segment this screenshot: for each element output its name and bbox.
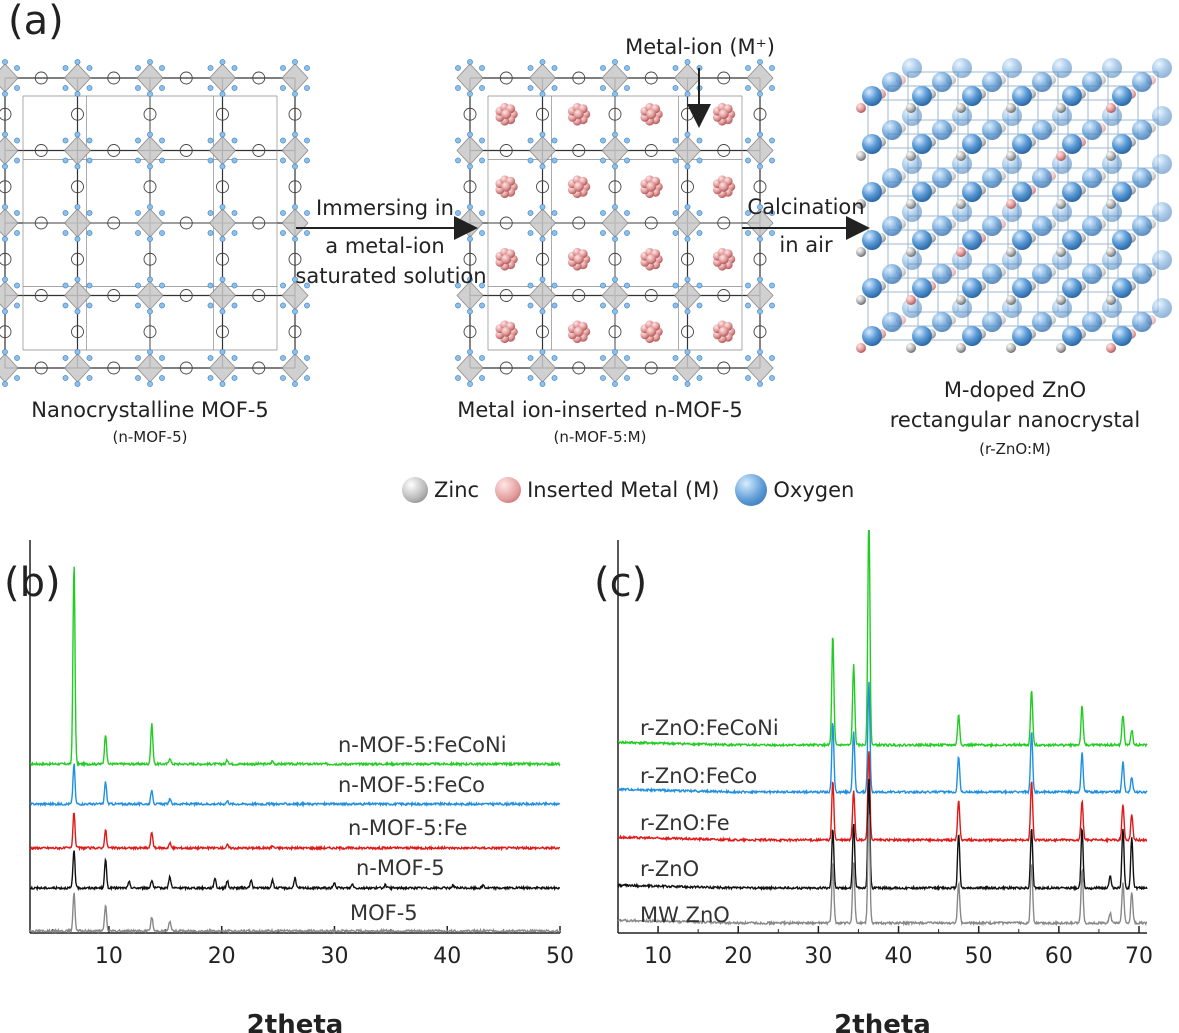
x-axis-label: 2theta — [834, 1010, 931, 1033]
series-line-r-ZnO:Fe — [617, 751, 1148, 844]
series-line-MOF-5 — [29, 892, 561, 935]
x-tick-label: 10 — [95, 944, 123, 969]
legend-zinc: Zinc — [402, 477, 479, 503]
arrow2-label-line1: Calcination — [747, 195, 865, 219]
legend-zinc-label: Zinc — [434, 478, 480, 502]
legend-metal-label: Inserted Metal (M) — [527, 478, 720, 502]
x-tick-label: 20 — [208, 944, 236, 969]
x-tick-label: 40 — [433, 944, 461, 969]
series-label: n-MOF-5 — [356, 856, 445, 880]
series-line-MW ZnO — [617, 814, 1148, 927]
legend-oxygen: Oxygen — [735, 474, 854, 506]
structure-legend: Zinc Inserted Metal (M) Oxygen — [402, 474, 854, 506]
arrow1-label-line3: saturated solution — [295, 264, 487, 288]
x-tick-label: 30 — [320, 944, 348, 969]
x-tick-label: 60 — [1045, 944, 1073, 969]
arrow1-label-line2: a metal-ion — [325, 234, 445, 258]
series-label: r-ZnO:Fe — [640, 811, 730, 835]
arrow2-label-line2: in air — [779, 233, 833, 257]
x-tick-label: 50 — [965, 944, 993, 969]
chart-b: 10 20 30 40 50 2theta n-MOF-5:FeCoNi n-MOF-5:Fe… — [29, 540, 574, 1033]
caption-zno-line1: M-doped ZnO — [943, 378, 1087, 402]
x-tick-label: 70 — [1125, 944, 1153, 969]
series-line-n-MOF-5:Fe — [29, 812, 561, 852]
panel-b-letter: (b) — [4, 560, 61, 606]
series-line-r-ZnO:FeCo — [617, 681, 1148, 796]
sub-zno: (r-ZnO:M) — [979, 440, 1051, 458]
caption-zno-line2: rectangular nanocrystal — [889, 408, 1141, 432]
series-label: r-ZnO:FeCo — [640, 764, 757, 788]
x-tick-label: 50 — [546, 944, 574, 969]
zno-lattice-structure — [856, 58, 1172, 353]
series-label: n-MOF-5:FeCo — [338, 773, 485, 797]
n-mof-5-m-structure — [455, 59, 775, 387]
panel-c-letter: (c) — [594, 560, 648, 606]
sub-n-mof-5-m: (n-MOF-5:M) — [553, 428, 647, 446]
x-tick-label: 10 — [644, 944, 672, 969]
series-line-n-MOF-5 — [29, 850, 561, 892]
x-tick-label: 40 — [885, 944, 913, 969]
sub-n-mof-5: (n-MOF-5) — [112, 428, 188, 446]
series-label: MW ZnO — [640, 903, 730, 927]
legend-inserted-metal: Inserted Metal (M) — [495, 477, 719, 503]
series-label: n-MOF-5:Fe — [348, 816, 467, 840]
metal-ion-label: Metal-ion (M⁺) — [625, 35, 775, 59]
caption-n-mof-5: Nanocrystalline MOF-5 — [31, 398, 269, 422]
legend-oxygen-label: Oxygen — [773, 478, 855, 502]
panel-a-letter: (a) — [8, 0, 64, 44]
series-label: MOF-5 — [350, 901, 418, 925]
x-tick-label: 30 — [804, 944, 832, 969]
series-line-r-ZnO — [617, 778, 1148, 892]
zinc-ball-icon — [402, 477, 428, 503]
series-line-n-MOF-5:FeCoNi — [29, 566, 561, 768]
series-label: r-ZnO:FeCoNi — [640, 716, 779, 740]
x-axis-label: 2theta — [247, 1010, 344, 1033]
panel-a-illustration — [0, 58, 1172, 387]
series-line-n-MOF-5:FeCo — [29, 763, 561, 808]
series-label: n-MOF-5:FeCoNi — [338, 733, 507, 757]
x-tick-label: 20 — [724, 944, 752, 969]
n-mof-5-structure — [0, 59, 310, 387]
oxygen-ball-icon — [735, 474, 768, 506]
chart-c: 10 20 30 40 50 60 70 2theta r-ZnO:FeCoNi r-ZnO:Fe… — [617, 530, 1153, 1033]
caption-n-mof-5-m: Metal ion-inserted n-MOF-5 — [457, 398, 743, 422]
series-line-r-ZnO:FeCoNi — [617, 530, 1148, 749]
metal-ball-icon — [495, 477, 522, 503]
series-label: r-ZnO — [640, 857, 699, 881]
arrow1-label-line1: Immersing in — [316, 196, 454, 220]
